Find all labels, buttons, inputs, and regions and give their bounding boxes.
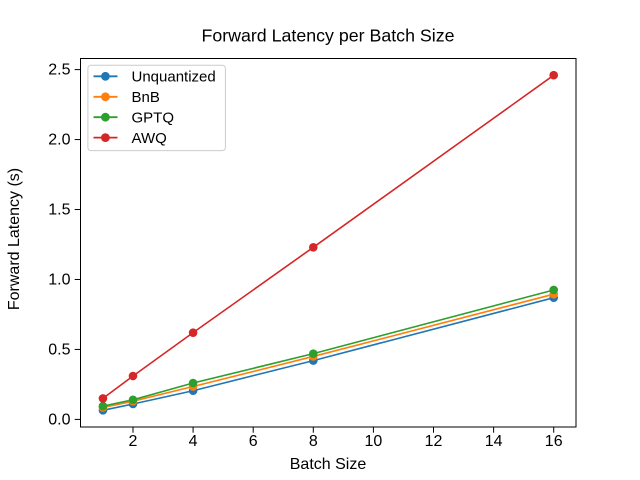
svg-text:Forward Latency per Batch Size: Forward Latency per Batch Size	[201, 26, 454, 46]
svg-text:1.0: 1.0	[48, 271, 70, 288]
svg-text:16: 16	[545, 433, 563, 450]
svg-text:10: 10	[365, 433, 383, 450]
svg-text:6: 6	[249, 433, 258, 450]
svg-text:2.0: 2.0	[48, 132, 70, 149]
svg-text:BnB: BnB	[132, 89, 160, 106]
svg-text:14: 14	[485, 433, 503, 450]
svg-text:4: 4	[189, 433, 198, 450]
svg-text:AWQ: AWQ	[132, 130, 167, 147]
svg-text:Unquantized: Unquantized	[132, 69, 216, 86]
svg-text:1.5: 1.5	[48, 202, 70, 219]
svg-text:GPTQ: GPTQ	[132, 109, 175, 126]
svg-text:2.5: 2.5	[48, 62, 70, 79]
svg-text:8: 8	[309, 433, 318, 450]
svg-text:0.0: 0.0	[48, 411, 70, 428]
svg-text:2: 2	[129, 433, 138, 450]
svg-text:Batch Size: Batch Size	[290, 456, 367, 473]
svg-text:12: 12	[425, 433, 443, 450]
svg-text:0.5: 0.5	[48, 341, 70, 358]
svg-text:Forward Latency (s): Forward Latency (s)	[6, 168, 23, 310]
